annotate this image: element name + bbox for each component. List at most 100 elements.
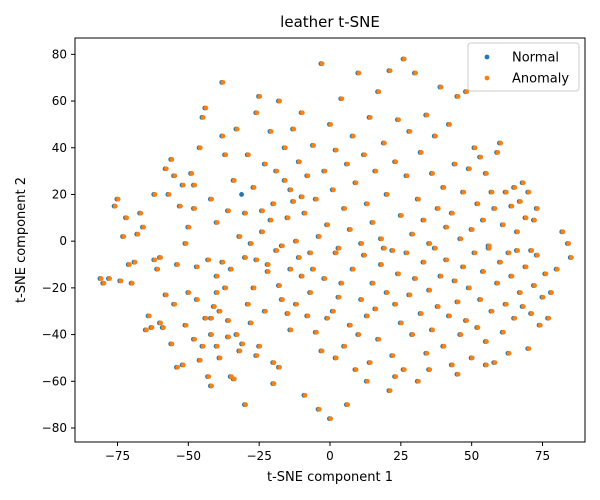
data-point <box>472 250 478 256</box>
data-point <box>520 180 526 186</box>
data-point <box>566 241 571 246</box>
data-point <box>237 348 243 354</box>
data-point <box>180 182 186 188</box>
data-point <box>214 273 220 279</box>
data-point <box>302 210 308 216</box>
data-point <box>427 367 433 373</box>
y-tick-label: 80 <box>52 47 67 61</box>
data-point <box>115 196 121 202</box>
data-point <box>356 70 362 76</box>
data-point <box>518 199 523 204</box>
data-point <box>277 364 282 370</box>
data-point <box>433 133 438 139</box>
data-point <box>248 241 254 246</box>
data-point <box>512 315 518 321</box>
x-tick-label: 50 <box>464 449 479 463</box>
data-point <box>404 173 410 179</box>
data-point <box>316 234 322 239</box>
data-point <box>311 266 316 272</box>
data-point <box>223 285 229 291</box>
data-point <box>175 262 181 267</box>
data-point <box>336 245 342 251</box>
data-point <box>280 243 285 249</box>
data-point <box>263 161 268 167</box>
legend: Normal Anomaly <box>467 42 580 92</box>
data-point <box>288 266 294 272</box>
data-point <box>251 285 257 291</box>
data-point <box>410 332 416 337</box>
data-point <box>472 145 478 151</box>
data-point <box>404 250 410 256</box>
data-point <box>554 266 560 272</box>
data-point <box>226 208 232 214</box>
data-point <box>503 301 509 307</box>
data-point <box>506 350 512 356</box>
data-point <box>195 264 200 270</box>
data-point <box>393 374 399 380</box>
data-point <box>192 206 198 211</box>
data-point <box>331 187 336 193</box>
data-point <box>495 280 501 286</box>
data-point <box>161 325 166 330</box>
data-point <box>535 252 540 258</box>
data-point <box>438 273 444 279</box>
data-point <box>546 315 552 321</box>
data-point <box>512 185 518 190</box>
data-point <box>288 327 294 333</box>
data-point <box>401 367 407 373</box>
data-point <box>365 313 370 319</box>
x-tick-label: −75 <box>105 449 130 463</box>
data-point <box>367 360 373 366</box>
data-point <box>226 334 232 340</box>
data-point <box>308 250 314 256</box>
data-point <box>333 250 339 256</box>
data-point <box>350 133 356 139</box>
data-point <box>212 304 217 309</box>
data-point <box>325 222 331 228</box>
data-point <box>382 245 387 251</box>
data-point <box>220 259 226 265</box>
data-point <box>248 320 254 326</box>
data-point <box>435 206 441 211</box>
y-tick-label: 20 <box>52 187 67 201</box>
y-tick-label: −40 <box>42 328 67 342</box>
data-point <box>127 262 132 267</box>
data-point <box>353 367 359 373</box>
data-point <box>441 343 447 349</box>
data-point <box>379 236 384 242</box>
data-point <box>475 325 481 330</box>
data-point <box>435 304 441 309</box>
data-point <box>299 273 305 279</box>
data-point <box>526 189 532 195</box>
data-point <box>362 252 367 258</box>
data-point <box>163 292 169 298</box>
data-point <box>274 168 280 174</box>
chart-title: leather t-SNE <box>280 13 380 31</box>
data-point <box>308 290 314 295</box>
data-point <box>450 210 455 216</box>
data-point <box>506 250 512 256</box>
data-point <box>209 315 215 321</box>
data-point <box>200 114 206 120</box>
data-point <box>172 173 178 179</box>
data-point <box>271 381 277 387</box>
legend-marker-normal <box>484 54 490 60</box>
data-point <box>342 206 348 211</box>
data-point <box>421 259 427 265</box>
data-point <box>166 192 172 197</box>
data-point <box>203 315 209 321</box>
data-point <box>328 416 333 422</box>
data-point <box>265 262 271 267</box>
data-point <box>348 227 353 232</box>
data-point <box>359 241 365 246</box>
data-point <box>169 341 175 347</box>
data-point <box>421 217 427 223</box>
data-point <box>393 159 399 165</box>
data-point <box>452 278 458 284</box>
data-point <box>314 196 319 202</box>
data-point <box>209 383 215 389</box>
data-point <box>382 140 387 146</box>
data-point <box>243 402 249 408</box>
data-point <box>433 245 438 251</box>
